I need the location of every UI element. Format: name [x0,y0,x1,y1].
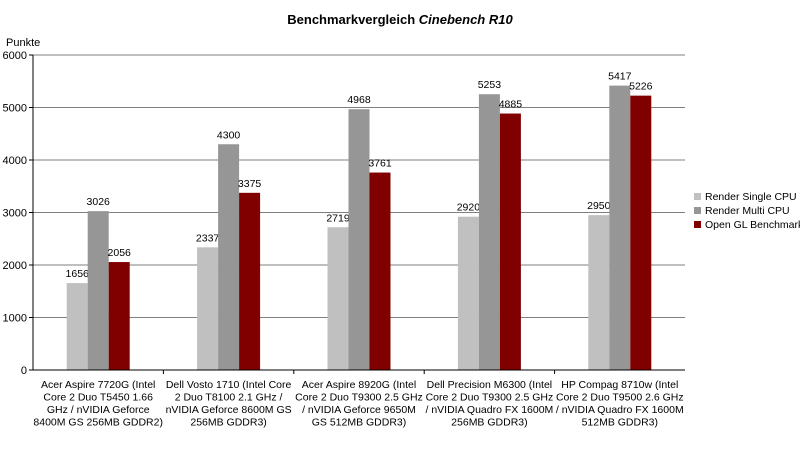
category-label: Acer Aspire 7720G (Intel [41,379,155,391]
bar [478,94,500,370]
chart-title: Benchmarkvergleich Cinebench R10 [287,12,513,27]
legend-swatch [694,221,701,228]
category-label: / nVIDIA Quadro FX 1600M [556,404,684,416]
bar [66,283,88,370]
category-label: Core 2 Duo T9300 2.5 GHz [426,392,554,404]
data-label: 3026 [87,196,111,208]
category-label: HP Compag 8710w (Intel [561,379,678,391]
category-label: nVIDIA Geforce 8600M GS [166,404,292,416]
bar [87,211,109,370]
y-axis-label: Punkte [6,37,40,49]
bar [197,247,219,370]
bar [218,144,240,370]
bar [239,192,261,370]
legend-label: Open GL Benchmark [705,219,800,231]
data-label: 4300 [217,129,241,141]
y-tick-label: 0 [21,365,27,377]
category-label: Acer Aspire 8920G (Intel [302,379,416,391]
legend-swatch [694,207,701,214]
data-label: 4968 [347,94,371,106]
data-label: 1656 [66,268,90,280]
legend-swatch [694,193,701,200]
legend-label: Render Multi CPU [705,205,790,217]
y-tick-label: 5000 [3,103,27,115]
category-label: Core 2 Duo T9500 2.6 GHz [556,392,684,404]
data-label: 3761 [368,158,392,170]
category-label: 8400M GS 256MB GDDR2) [33,417,163,429]
category-label: 256MB GDDR3) [451,417,527,429]
y-tick-label: 6000 [3,50,27,62]
bar [327,227,349,370]
data-label: 2950 [587,200,611,212]
data-label: 2719 [326,212,350,224]
bar [609,85,631,371]
legend-label: Render Single CPU [705,191,797,203]
data-label: 2337 [196,232,220,244]
category-label: 256MB GDDR3) [190,417,266,429]
bar [457,216,479,370]
bar [348,109,370,371]
bar [499,113,521,370]
y-tick-label: 1000 [3,313,27,325]
data-label: 5226 [629,81,653,93]
data-label: 2920 [457,202,481,214]
bar-series: 1656 3026 2056 2337 4300 3375 2719 4968 3761 2920… [66,71,653,371]
category-label: Dell Vosto 1710 (Intel Core [166,379,292,391]
y-axis-ticks: 0 1000 2000 3000 4000 5000 6000 [3,50,33,377]
category-label: Core 2 Duo T5450 1.66 [43,392,153,404]
y-tick-label: 2000 [3,260,27,272]
bar [588,215,610,370]
category-label: GHz / nVIDIA Geforce [47,404,150,416]
y-tick-label: 4000 [3,155,27,167]
data-label: 3375 [238,178,262,190]
data-label: 4885 [499,99,523,111]
category-label: GS 512MB GDDR3) [312,417,407,429]
category-label: Dell Precision M6300 (Intel [427,379,552,391]
bar [108,262,130,370]
category-label: 512MB GDDR3) [582,417,658,429]
category-label: / nVIDIA Quadro FX 1600M [425,404,553,416]
bar [369,172,391,370]
legend: Render Single CPU Render Multi CPU Open GL… [694,191,800,231]
bar [630,95,652,370]
category-label: Core 2 Duo T9300 2.5 GHz [295,392,423,404]
category-label: 2 Duo T8100 2.1 GHz / [175,392,283,404]
data-label: 5417 [608,71,632,83]
y-tick-label: 3000 [3,208,27,220]
data-label: 2056 [108,247,132,259]
category-label: / nVIDIA Geforce 9650M [302,404,416,416]
data-label: 5253 [478,79,502,91]
